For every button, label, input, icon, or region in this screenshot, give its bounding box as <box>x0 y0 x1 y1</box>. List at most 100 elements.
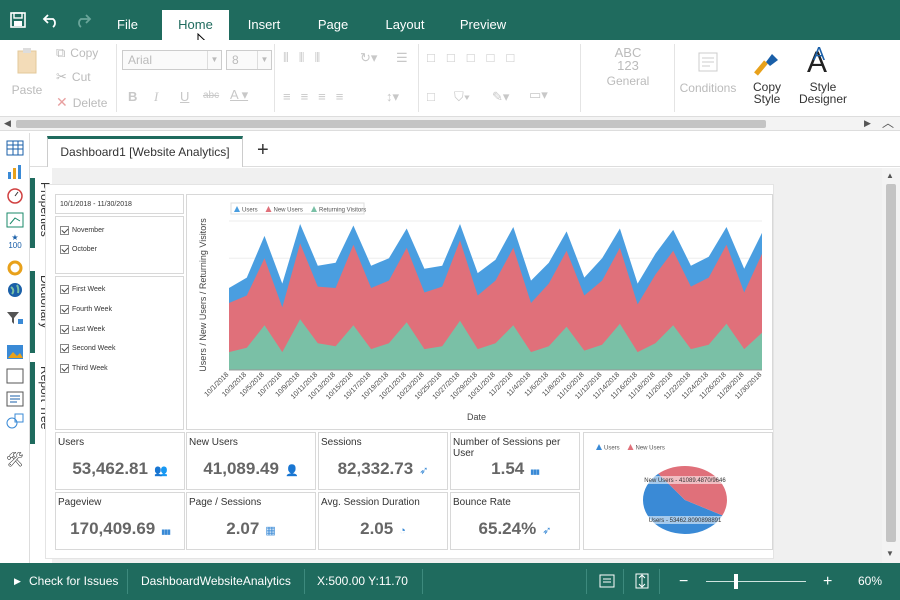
vertical-align-buttons[interactable]: ⦀⦀⦀ <box>283 50 331 65</box>
checkbox-icon[interactable] <box>60 285 69 294</box>
kpi-tile[interactable]: Users 53,462.81 👥 <box>55 432 185 490</box>
zoom-out-button[interactable]: − <box>679 573 689 590</box>
border-buttons[interactable]: □□□□□ <box>427 50 527 65</box>
chevron-down-icon[interactable]: ▼ <box>207 51 221 69</box>
month-filter-panel[interactable]: November October <box>55 216 184 274</box>
zoom-slider-track[interactable] <box>706 581 806 582</box>
fill-color-icon[interactable]: ⛉▾ <box>454 89 471 104</box>
copy-button[interactable]: ⧉ Copy <box>56 45 98 61</box>
area-chart-panel[interactable]: Users New Users Returning Visitors 10/1/201… <box>186 194 773 430</box>
delete-button[interactable]: ✕ Delete <box>56 94 107 111</box>
week-checkbox[interactable]: Last Week <box>60 325 105 334</box>
word-wrap-icon[interactable]: ☰ <box>396 50 408 65</box>
week-checkbox[interactable]: Second Week <box>60 344 115 353</box>
page-height-icon[interactable] <box>635 573 649 589</box>
shape-icon[interactable] <box>6 413 24 429</box>
checkbox-icon[interactable] <box>60 325 69 334</box>
style-designer-button[interactable]: AA Style Designer <box>796 44 850 105</box>
kpi-tile[interactable]: Bounce Rate 65.24% ➶ <box>450 492 580 550</box>
bar-chart-icon[interactable] <box>6 164 24 180</box>
fit-page-icon[interactable] <box>599 574 615 588</box>
font-color-button[interactable]: A ▾ <box>230 87 249 102</box>
week-checkbox[interactable]: First Week <box>60 285 105 294</box>
progress-icon[interactable] <box>6 260 24 276</box>
ribbon-scroll-thumb[interactable] <box>16 120 766 128</box>
text-icon[interactable] <box>6 391 24 407</box>
week-filter-panel[interactable]: First Week Fourth Week Last Week Second … <box>55 276 184 430</box>
font-name-combo[interactable]: Arial ▼ <box>122 50 222 70</box>
chevron-right-icon[interactable]: ▶ <box>14 576 21 586</box>
date-range-panel[interactable]: 10/1/2018 - 11/30/2018 <box>55 194 184 214</box>
underline-button[interactable]: U <box>180 89 190 104</box>
canvas-vertical-scrollbar[interactable]: ▲ ▼ <box>882 168 900 563</box>
tools-icon[interactable]: 🛠 <box>6 451 24 467</box>
border-all-icon[interactable]: □ <box>427 89 435 104</box>
pivot-icon[interactable] <box>6 212 24 228</box>
cut-button[interactable]: ✂ Cut <box>56 69 91 85</box>
scroll-up-icon[interactable]: ▲ <box>886 171 894 180</box>
zoom-slider-thumb[interactable] <box>733 574 738 589</box>
kpi-tile[interactable]: Number of Sessions per User 1.54 ▮▮▮ <box>450 432 580 490</box>
tab-page[interactable]: Page <box>317 17 349 32</box>
line-spacing-icon[interactable]: ↕▾ <box>386 89 400 104</box>
border-style-icon[interactable]: ▭▾ <box>529 87 548 102</box>
checkbox-icon[interactable] <box>60 305 69 314</box>
canvas-scroll-thumb[interactable] <box>886 184 896 542</box>
format-button[interactable]: ABC 123 General <box>600 46 656 88</box>
paste-button[interactable]: Paste <box>6 46 48 97</box>
conditions-button[interactable]: Conditions <box>679 50 737 95</box>
kpi-tile[interactable]: Sessions 82,332.73 ➶ <box>318 432 448 490</box>
italic-button[interactable]: I <box>154 89 159 104</box>
font-size-combo[interactable]: 8 ▼ <box>226 50 272 70</box>
scroll-left-icon[interactable]: ◀ <box>4 118 11 128</box>
collapse-ribbon-icon[interactable]: ︿ <box>882 116 895 130</box>
indicator-icon[interactable]: ★ 100 <box>8 233 22 250</box>
panel-icon[interactable] <box>6 368 24 384</box>
save-icon[interactable] <box>3 0 33 40</box>
checkbox-icon[interactable] <box>60 344 69 353</box>
tab-preview[interactable]: Preview <box>459 17 507 32</box>
design-canvas[interactable]: 10/1/2018 - 11/30/2018 November October … <box>45 168 882 563</box>
rotate-text-icon[interactable]: ↻▾ <box>360 50 378 65</box>
month-checkbox[interactable]: November <box>60 226 104 235</box>
undo-icon[interactable] <box>36 0 66 40</box>
kpi-title: Avg. Session Duration <box>321 497 420 508</box>
gauge-icon[interactable] <box>6 188 24 204</box>
kpi-tile[interactable]: New Users 41,089.49 👤 <box>186 432 316 490</box>
strikethrough-button[interactable]: abc <box>203 90 220 101</box>
kpi-tile[interactable]: Pageview 170,409.69 ▮▮▮ <box>55 492 185 550</box>
chevron-down-icon[interactable]: ▼ <box>257 51 271 69</box>
week-checkbox[interactable]: Fourth Week <box>60 305 112 314</box>
scroll-down-icon[interactable]: ▼ <box>886 549 894 558</box>
zoom-in-button[interactable]: + <box>823 573 833 590</box>
copy-style-button[interactable]: Copy Style <box>744 48 790 105</box>
tab-home[interactable]: Home <box>162 10 229 40</box>
pie-icon: ◔ <box>399 525 406 537</box>
tab-insert[interactable]: Insert <box>247 17 281 32</box>
checkbox-icon[interactable] <box>60 226 69 235</box>
checkbox-icon[interactable] <box>60 364 69 373</box>
bold-button[interactable]: B <box>128 89 138 104</box>
month-checkbox[interactable]: October <box>60 245 97 254</box>
redo-icon[interactable] <box>68 0 98 40</box>
tab-file[interactable]: File <box>117 17 138 32</box>
kpi-tile[interactable]: Avg. Session Duration 2.05 ◔ <box>318 492 448 550</box>
week-checkbox[interactable]: Third Week <box>60 364 108 373</box>
map-icon[interactable] <box>6 282 24 298</box>
tab-layout[interactable]: Layout <box>385 17 425 32</box>
scroll-right-icon[interactable]: ▶ <box>864 118 871 128</box>
pie-chart-panel[interactable]: Users New Users New Users - 41089.4870/964… <box>583 432 773 550</box>
horizontal-align-buttons[interactable]: ≡≡≡≡ <box>283 89 354 104</box>
delete-label: Delete <box>72 95 108 110</box>
check-issues-button[interactable]: Check for Issues <box>29 574 119 588</box>
add-tab-button[interactable]: + <box>257 139 269 161</box>
tab-dashboard1[interactable]: Dashboard1 [Website Analytics] <box>47 136 243 167</box>
image-icon[interactable] <box>6 344 24 360</box>
kpi-tile[interactable]: Page / Sessions 2.07 ▦ <box>186 492 316 550</box>
dashboard-page[interactable]: 10/1/2018 - 11/30/2018 November October … <box>45 184 774 559</box>
border-color-icon[interactable]: ✎▾ <box>492 89 510 104</box>
checkbox-icon[interactable] <box>60 245 69 254</box>
table-icon[interactable] <box>6 140 24 156</box>
filter-icon[interactable] <box>6 310 24 326</box>
ribbon-scrollbar[interactable]: ◀ ▶ ︿ <box>0 116 900 131</box>
